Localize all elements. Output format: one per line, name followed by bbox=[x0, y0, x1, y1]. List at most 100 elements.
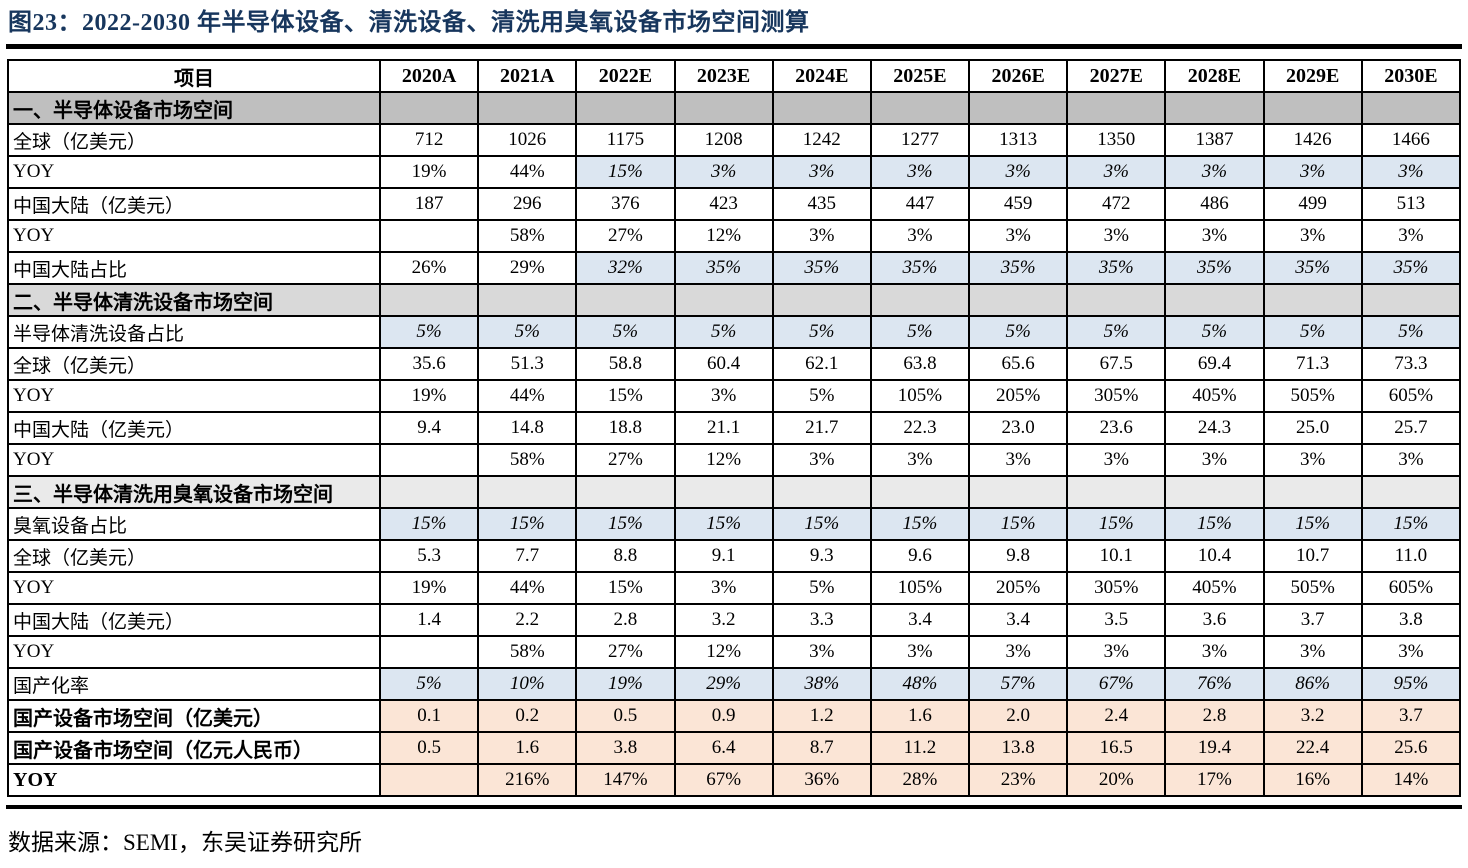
data-cell: 22.4 bbox=[1262, 731, 1363, 766]
data-cell: 9.4 bbox=[378, 411, 480, 446]
data-cell: 51.3 bbox=[477, 347, 578, 382]
source-note: 数据来源：SEMI，东吴证券研究所 bbox=[8, 830, 362, 856]
data-cell: 423 bbox=[673, 187, 774, 222]
data-cell: 2.0 bbox=[968, 699, 1069, 734]
data-cell: 8.8 bbox=[575, 539, 676, 574]
section-empty-cell bbox=[1360, 283, 1462, 318]
section-empty-cell bbox=[1360, 91, 1462, 126]
table-row: 全球（亿美元） 5.3 7.7 8.8 9.1 9.3 9.6 9.8 10.1 10.4 10.7… bbox=[7, 539, 1462, 574]
data-cell: 69.4 bbox=[1164, 347, 1265, 382]
data-cell: 9.8 bbox=[968, 539, 1069, 574]
data-cell: 5% bbox=[968, 315, 1069, 350]
table-row: 国产设备市场空间（亿美元） 0.1 0.2 0.5 0.9 1.2 1.6 2.0 2.4 2.8… bbox=[7, 699, 1462, 734]
section-empty-cell bbox=[771, 283, 872, 318]
data-cell: 3% bbox=[968, 219, 1069, 254]
row-label: 中国大陆（亿美元） bbox=[7, 603, 381, 638]
table-row: YOY 19% 44% 15% 3% 5% 105% 205% 305% 405% 505% 605% bbox=[7, 379, 1462, 414]
data-cell: 73.3 bbox=[1360, 347, 1462, 382]
section-empty-cell bbox=[477, 91, 578, 126]
section-empty-cell bbox=[378, 283, 480, 318]
section-empty-cell bbox=[378, 91, 480, 126]
data-cell: 5% bbox=[869, 315, 971, 350]
data-cell: 86% bbox=[1262, 667, 1363, 702]
data-cell: 12% bbox=[673, 635, 774, 670]
data-cell: 65.6 bbox=[968, 347, 1069, 382]
table-row: 中国大陆占比 26% 29% 32% 35% 35% 35% 35% 35% 35% 35% 35% bbox=[7, 251, 1462, 286]
section-empty-cell bbox=[869, 475, 971, 510]
data-cell: 3% bbox=[869, 443, 971, 478]
data-cell: 1175 bbox=[575, 123, 676, 158]
row-label: 国产设备市场空间（亿元人民币） bbox=[7, 731, 381, 766]
data-cell: 3% bbox=[673, 155, 774, 190]
data-cell: 58% bbox=[477, 635, 578, 670]
data-cell: 3% bbox=[1164, 219, 1265, 254]
data-cell: 3.7 bbox=[1262, 603, 1363, 638]
title-divider-rule bbox=[6, 44, 1462, 50]
data-cell: 1426 bbox=[1262, 123, 1363, 158]
data-cell: 67% bbox=[673, 763, 774, 798]
data-cell: 16.5 bbox=[1066, 731, 1167, 766]
data-cell: 15% bbox=[771, 507, 872, 542]
market-forecast-table: 项目 2020A 2021A 2022E 2023E 2024E 2025E 2026E 202… bbox=[7, 59, 1462, 798]
data-cell: 25.0 bbox=[1262, 411, 1363, 446]
data-cell: 15% bbox=[1360, 507, 1462, 542]
data-cell: 3.4 bbox=[968, 603, 1069, 638]
section-label: 二、半导体清洗设备市场空间 bbox=[7, 283, 381, 318]
data-cell: 3% bbox=[1066, 443, 1167, 478]
data-cell: 15% bbox=[378, 507, 480, 542]
data-cell: 1466 bbox=[1360, 123, 1462, 158]
row-label: YOY bbox=[7, 571, 381, 606]
data-cell: 3% bbox=[1262, 443, 1363, 478]
data-cell bbox=[378, 219, 480, 254]
data-cell: 32% bbox=[575, 251, 676, 286]
data-cell: 27% bbox=[575, 219, 676, 254]
section-empty-cell bbox=[869, 91, 971, 126]
data-cell: 48% bbox=[869, 667, 971, 702]
section-empty-cell bbox=[673, 283, 774, 318]
data-cell: 513 bbox=[1360, 187, 1462, 222]
data-cell: 35% bbox=[1164, 251, 1265, 286]
data-cell: 23.0 bbox=[968, 411, 1069, 446]
year-column-header: 2028E bbox=[1164, 59, 1265, 94]
section-empty-cell bbox=[575, 475, 676, 510]
data-cell: 35% bbox=[673, 251, 774, 286]
data-cell: 9.6 bbox=[869, 539, 971, 574]
data-cell: 15% bbox=[968, 507, 1069, 542]
data-cell: 3% bbox=[1164, 443, 1265, 478]
row-label: 中国大陆占比 bbox=[7, 251, 381, 286]
data-cell: 76% bbox=[1164, 667, 1265, 702]
data-cell: 44% bbox=[477, 571, 578, 606]
data-cell: 14.8 bbox=[477, 411, 578, 446]
data-cell: 14% bbox=[1360, 763, 1462, 798]
data-cell: 15% bbox=[869, 507, 971, 542]
data-cell: 23.6 bbox=[1066, 411, 1167, 446]
data-cell: 25.6 bbox=[1360, 731, 1462, 766]
data-cell: 6.4 bbox=[673, 731, 774, 766]
section-empty-cell bbox=[1066, 475, 1167, 510]
data-cell: 15% bbox=[1164, 507, 1265, 542]
data-cell: 7.7 bbox=[477, 539, 578, 574]
section-row: 二、半导体清洗设备市场空间 bbox=[7, 283, 1462, 318]
data-cell: 3% bbox=[869, 635, 971, 670]
data-cell: 15% bbox=[673, 507, 774, 542]
row-label: YOY bbox=[7, 635, 381, 670]
data-cell: 3.7 bbox=[1360, 699, 1462, 734]
row-label: 全球（亿美元） bbox=[7, 539, 381, 574]
section-empty-cell bbox=[1066, 91, 1167, 126]
data-cell: 1277 bbox=[869, 123, 971, 158]
section-label: 一、半导体设备市场空间 bbox=[7, 91, 381, 126]
data-cell: 3.2 bbox=[1262, 699, 1363, 734]
header-row: 项目 2020A 2021A 2022E 2023E 2024E 2025E 2026E 202… bbox=[7, 59, 1462, 94]
data-cell: 3.2 bbox=[673, 603, 774, 638]
data-cell: 305% bbox=[1066, 571, 1167, 606]
data-cell: 58.8 bbox=[575, 347, 676, 382]
data-cell: 405% bbox=[1164, 379, 1265, 414]
data-cell: 60.4 bbox=[673, 347, 774, 382]
data-cell: 187 bbox=[378, 187, 480, 222]
year-column-header: 2024E bbox=[771, 59, 872, 94]
row-label: YOY bbox=[7, 379, 381, 414]
section-empty-cell bbox=[673, 91, 774, 126]
table-row: YOY 58% 27% 12% 3% 3% 3% 3% 3% 3% 3% bbox=[7, 443, 1462, 478]
data-cell: 105% bbox=[869, 379, 971, 414]
table-row: YOY 216% 147% 67% 36% 28% 23% 20% 17% 16% 14% bbox=[7, 763, 1462, 798]
